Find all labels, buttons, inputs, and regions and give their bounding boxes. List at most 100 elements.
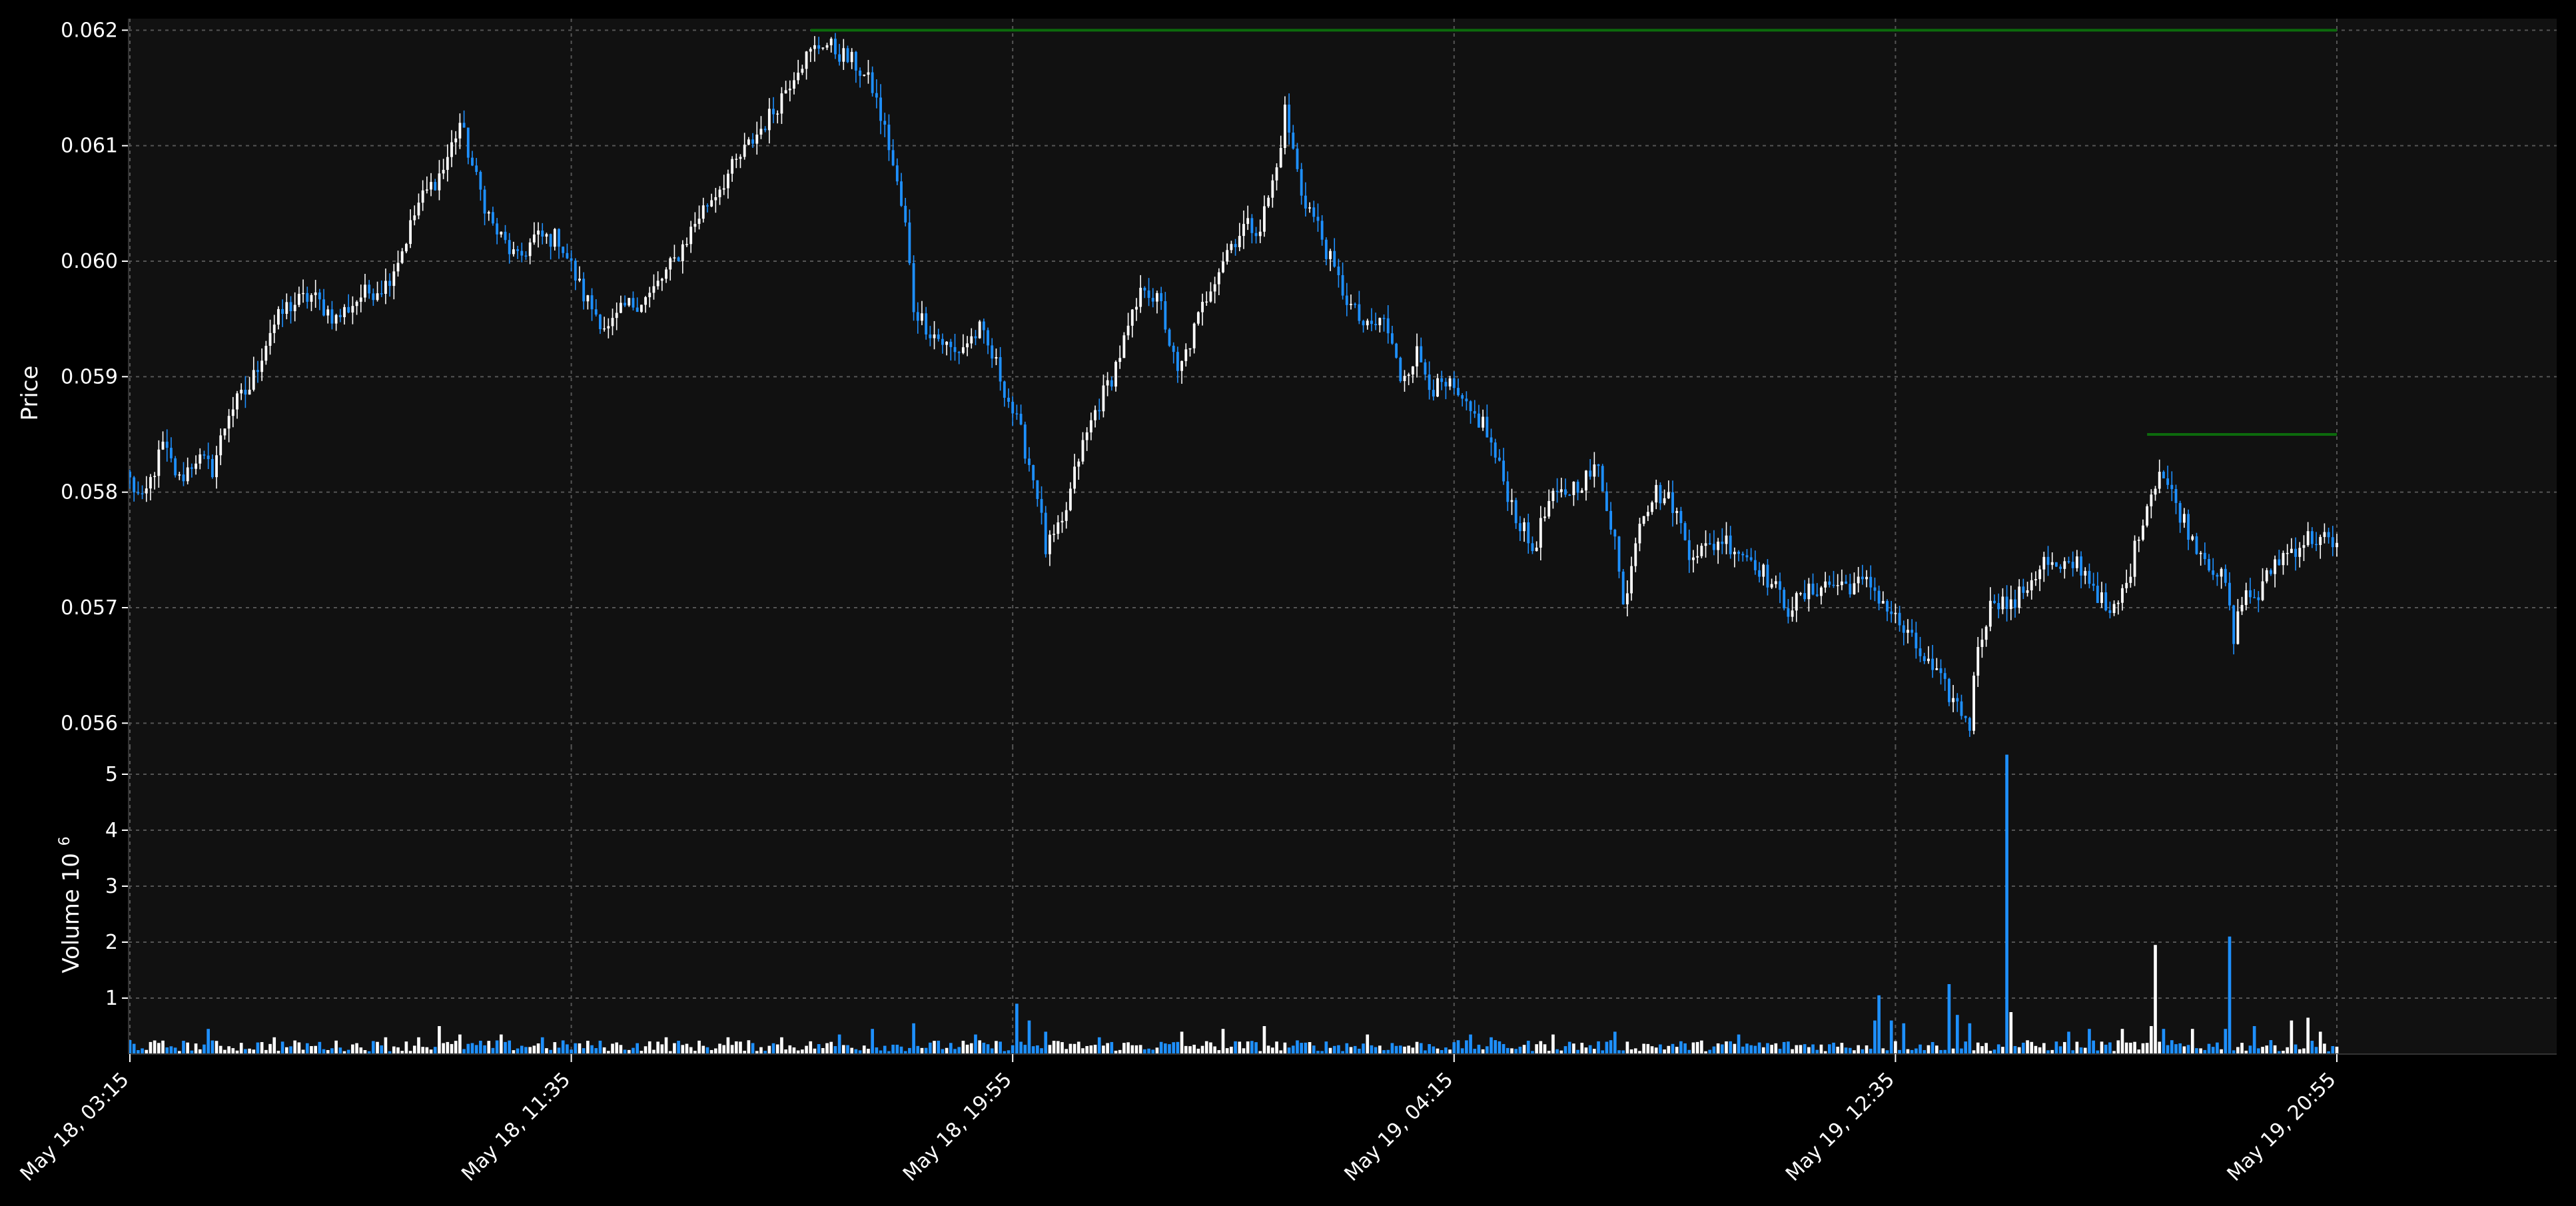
candle-body (797, 73, 800, 81)
candle-body (1172, 345, 1175, 352)
volume-bar (2001, 1047, 2004, 1054)
candle-body (1196, 312, 1200, 324)
candle-body (586, 295, 590, 302)
candle-body (648, 293, 651, 298)
volume-bar (767, 1045, 771, 1054)
candle-body (1845, 581, 1848, 584)
volume-bar (632, 1047, 635, 1054)
candle-body (1457, 388, 1460, 396)
volume-bar (466, 1043, 470, 1054)
volume-bar (227, 1046, 230, 1054)
volume-bar (297, 1042, 301, 1054)
volume-bar (1073, 1043, 1076, 1054)
candle-body (1613, 529, 1617, 537)
volume-bar (388, 1051, 392, 1054)
candle-body (314, 292, 317, 295)
candle-body (1337, 267, 1340, 275)
candle-body (776, 113, 779, 115)
candle-body (2331, 537, 2334, 548)
volume-bar (1799, 1045, 1803, 1054)
candle-body (1580, 490, 1583, 493)
candle-body (1151, 298, 1154, 302)
volume-bar (1093, 1045, 1097, 1054)
candle-body (1130, 309, 1134, 326)
volume-bar (825, 1043, 829, 1054)
volume-bar (1906, 1049, 1910, 1054)
volume-bar (1551, 1034, 1555, 1054)
candle-body (701, 205, 705, 219)
volume-bar (1563, 1046, 1567, 1054)
volume-bar (1172, 1042, 1176, 1054)
candle-body (2018, 586, 2021, 608)
candle-body (1815, 594, 1819, 596)
candle-body (961, 347, 965, 353)
candle-body (1436, 378, 1439, 397)
candle-body (545, 234, 548, 237)
candle-body (1700, 546, 1703, 556)
volume-bar (1200, 1045, 1204, 1054)
candle-body (574, 261, 577, 281)
candle-body (248, 389, 251, 395)
candle-body (1828, 581, 1831, 585)
candle-body (793, 80, 795, 89)
volume-bar (1411, 1047, 1415, 1054)
candle-body (2026, 590, 2029, 593)
volume-bar (1341, 1051, 1344, 1054)
candle-body (1147, 290, 1150, 299)
candle-body (1308, 207, 1311, 209)
volume-bar (1151, 1049, 1155, 1054)
candle-body (149, 476, 152, 489)
candle-body (1518, 523, 1521, 532)
volume-bar (574, 1043, 578, 1054)
candle-body (1630, 566, 1633, 594)
volume-bar (1465, 1040, 1468, 1054)
volume-bar (701, 1045, 705, 1054)
candle-body (1713, 544, 1715, 550)
candle-body (1275, 167, 1278, 181)
candle-body (2030, 580, 2033, 590)
volume-bar (743, 1050, 747, 1054)
candle-body (1964, 716, 1967, 718)
candle-body (1927, 658, 1930, 662)
candle-body (1320, 221, 1324, 240)
volume-bar (875, 1047, 879, 1054)
volume-bar (2162, 1029, 2166, 1054)
volume-bar (1428, 1043, 1431, 1054)
volume-bar (1729, 1041, 1733, 1054)
volume-bar (1646, 1043, 1650, 1054)
volume-bar (2335, 1046, 2339, 1054)
volume-bar (516, 1048, 520, 1054)
candle-body (1824, 581, 1827, 588)
volume-bar (1778, 1049, 1782, 1054)
candle-body (2257, 597, 2260, 600)
candle-body (2224, 568, 2227, 583)
candle-body (2092, 584, 2095, 586)
candle-body (396, 263, 400, 272)
candle-body (879, 97, 882, 121)
volume-bar (1036, 1045, 1039, 1054)
candle-body (1605, 491, 1608, 511)
candle-body (368, 285, 371, 294)
candle-body (1316, 217, 1320, 221)
candle-body (842, 48, 845, 62)
volume-bar (2182, 1046, 2186, 1054)
volume-bar (504, 1041, 507, 1054)
candle-body (731, 159, 734, 174)
candle-body (1873, 587, 1877, 591)
candle-body (1490, 437, 1493, 443)
candle-body (912, 263, 915, 312)
volume-bar (1192, 1044, 1196, 1054)
volume-bar (2269, 1040, 2273, 1054)
volume-bar (850, 1047, 854, 1054)
candle-body (364, 285, 366, 298)
volume-bar (2224, 1029, 2228, 1054)
candle-body (1708, 543, 1711, 544)
volume-bar (474, 1045, 478, 1054)
candle-body (859, 70, 861, 76)
volume-bar (982, 1042, 986, 1054)
volume-axis-exponent: 6 (57, 836, 73, 846)
volume-bar (664, 1037, 668, 1054)
volume-bar (2026, 1040, 2029, 1054)
candle-body (1329, 251, 1332, 259)
volume-bar (1279, 1050, 1283, 1054)
